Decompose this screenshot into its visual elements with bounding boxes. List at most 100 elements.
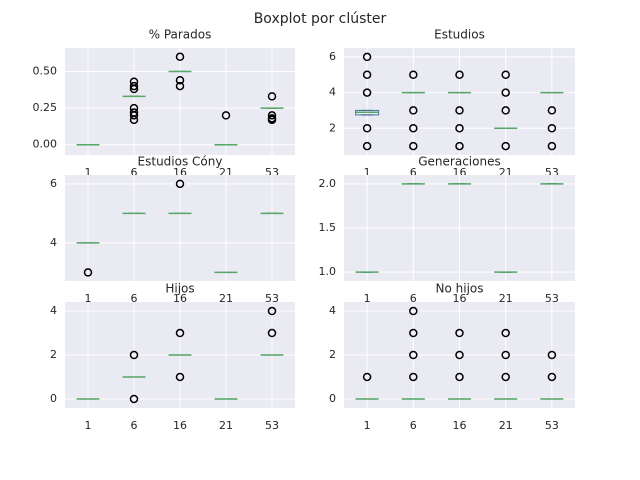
y-tick-label: 1.5 bbox=[319, 221, 337, 234]
flier bbox=[501, 70, 510, 79]
flier bbox=[362, 372, 372, 382]
flier bbox=[547, 141, 557, 151]
flier bbox=[409, 328, 418, 338]
flier bbox=[455, 124, 464, 133]
y-tick-label: 0 bbox=[50, 392, 57, 405]
axes-title: Hijos bbox=[165, 282, 194, 296]
figure-title: Boxplot por clúster bbox=[254, 11, 387, 27]
flier bbox=[409, 124, 418, 133]
y-tick-label: 4 bbox=[329, 86, 336, 99]
flier bbox=[501, 88, 510, 97]
flier bbox=[455, 106, 464, 115]
x-tick-label: 1 bbox=[364, 292, 371, 305]
flier bbox=[175, 179, 185, 189]
x-tick-label: 21 bbox=[499, 292, 513, 305]
flier bbox=[221, 111, 231, 120]
flier bbox=[267, 115, 277, 125]
y-tick-label: 6 bbox=[329, 50, 336, 63]
y-tick-label: 1.0 bbox=[319, 265, 337, 278]
y-tick-label: 2.0 bbox=[319, 177, 337, 190]
x-tick-label: 53 bbox=[545, 292, 559, 305]
flier bbox=[362, 52, 372, 62]
flier bbox=[501, 141, 510, 151]
y-tick-label: 2 bbox=[50, 348, 57, 361]
x-tick-label: 16 bbox=[453, 419, 467, 432]
flier bbox=[501, 106, 510, 115]
flier bbox=[409, 350, 418, 360]
y-tick-label: 4 bbox=[329, 304, 336, 317]
flier bbox=[455, 328, 464, 338]
flier bbox=[409, 141, 418, 151]
y-tick-label: 0.25 bbox=[33, 101, 58, 114]
flier bbox=[175, 52, 185, 62]
x-tick-label: 6 bbox=[410, 166, 417, 179]
axes-title: % Parados bbox=[149, 28, 212, 42]
flier bbox=[362, 70, 372, 79]
x-tick-label: 1 bbox=[85, 292, 92, 305]
flier bbox=[501, 350, 510, 360]
flier bbox=[362, 141, 372, 151]
y-tick-label: 4 bbox=[50, 304, 57, 317]
y-tick-label: 2 bbox=[329, 348, 336, 361]
x-tick-label: 6 bbox=[131, 292, 138, 305]
flier bbox=[501, 372, 510, 382]
flier bbox=[267, 111, 277, 120]
y-tick-label: 0 bbox=[329, 392, 336, 405]
flier bbox=[175, 372, 185, 382]
axes-title: Generaciones bbox=[418, 155, 500, 169]
flier bbox=[455, 350, 464, 360]
x-tick-label: 6 bbox=[131, 419, 138, 432]
flier bbox=[129, 81, 139, 91]
x-tick-label: 16 bbox=[173, 419, 187, 432]
flier bbox=[267, 306, 277, 316]
y-tick-label: 0.50 bbox=[33, 64, 58, 77]
flier bbox=[175, 81, 185, 91]
flier bbox=[501, 328, 510, 338]
flier bbox=[362, 124, 372, 133]
x-tick-label: 6 bbox=[410, 292, 417, 305]
flier bbox=[129, 350, 139, 360]
x-tick-label: 1 bbox=[85, 419, 92, 432]
x-tick-label: 21 bbox=[499, 419, 513, 432]
y-tick-label: 0.00 bbox=[33, 138, 58, 151]
axes-title: Estudios Cóny bbox=[138, 155, 223, 169]
flier bbox=[455, 141, 464, 151]
x-tick-label: 1 bbox=[85, 166, 92, 179]
x-tick-label: 16 bbox=[173, 292, 187, 305]
flier bbox=[547, 372, 557, 382]
flier bbox=[409, 306, 418, 316]
flier bbox=[547, 124, 557, 133]
flier bbox=[455, 70, 464, 79]
flier bbox=[547, 350, 557, 360]
x-tick-label: 1 bbox=[364, 166, 371, 179]
flier bbox=[409, 70, 418, 79]
x-tick-label: 21 bbox=[219, 292, 233, 305]
flier bbox=[267, 328, 277, 338]
x-tick-label: 1 bbox=[364, 419, 371, 432]
flier bbox=[129, 115, 139, 125]
x-tick-label: 53 bbox=[265, 419, 279, 432]
flier bbox=[362, 88, 372, 97]
flier bbox=[455, 372, 464, 382]
flier bbox=[267, 92, 277, 101]
x-tick-label: 6 bbox=[131, 166, 138, 179]
flier bbox=[409, 106, 418, 115]
y-tick-label: 6 bbox=[50, 177, 57, 190]
flier bbox=[129, 84, 139, 94]
flier bbox=[175, 328, 185, 338]
axes-title: Estudios bbox=[434, 28, 485, 42]
y-tick-label: 2 bbox=[329, 121, 336, 134]
x-tick-label: 21 bbox=[219, 419, 233, 432]
flier bbox=[175, 75, 185, 85]
axes-title: No hijos bbox=[436, 282, 484, 296]
x-tick-label: 53 bbox=[265, 292, 279, 305]
flier bbox=[409, 372, 418, 382]
flier bbox=[129, 394, 139, 404]
x-tick-label: 16 bbox=[453, 292, 467, 305]
flier bbox=[83, 268, 93, 277]
y-tick-label: 4 bbox=[50, 236, 57, 249]
x-tick-label: 53 bbox=[545, 419, 559, 432]
x-tick-label: 6 bbox=[410, 419, 417, 432]
